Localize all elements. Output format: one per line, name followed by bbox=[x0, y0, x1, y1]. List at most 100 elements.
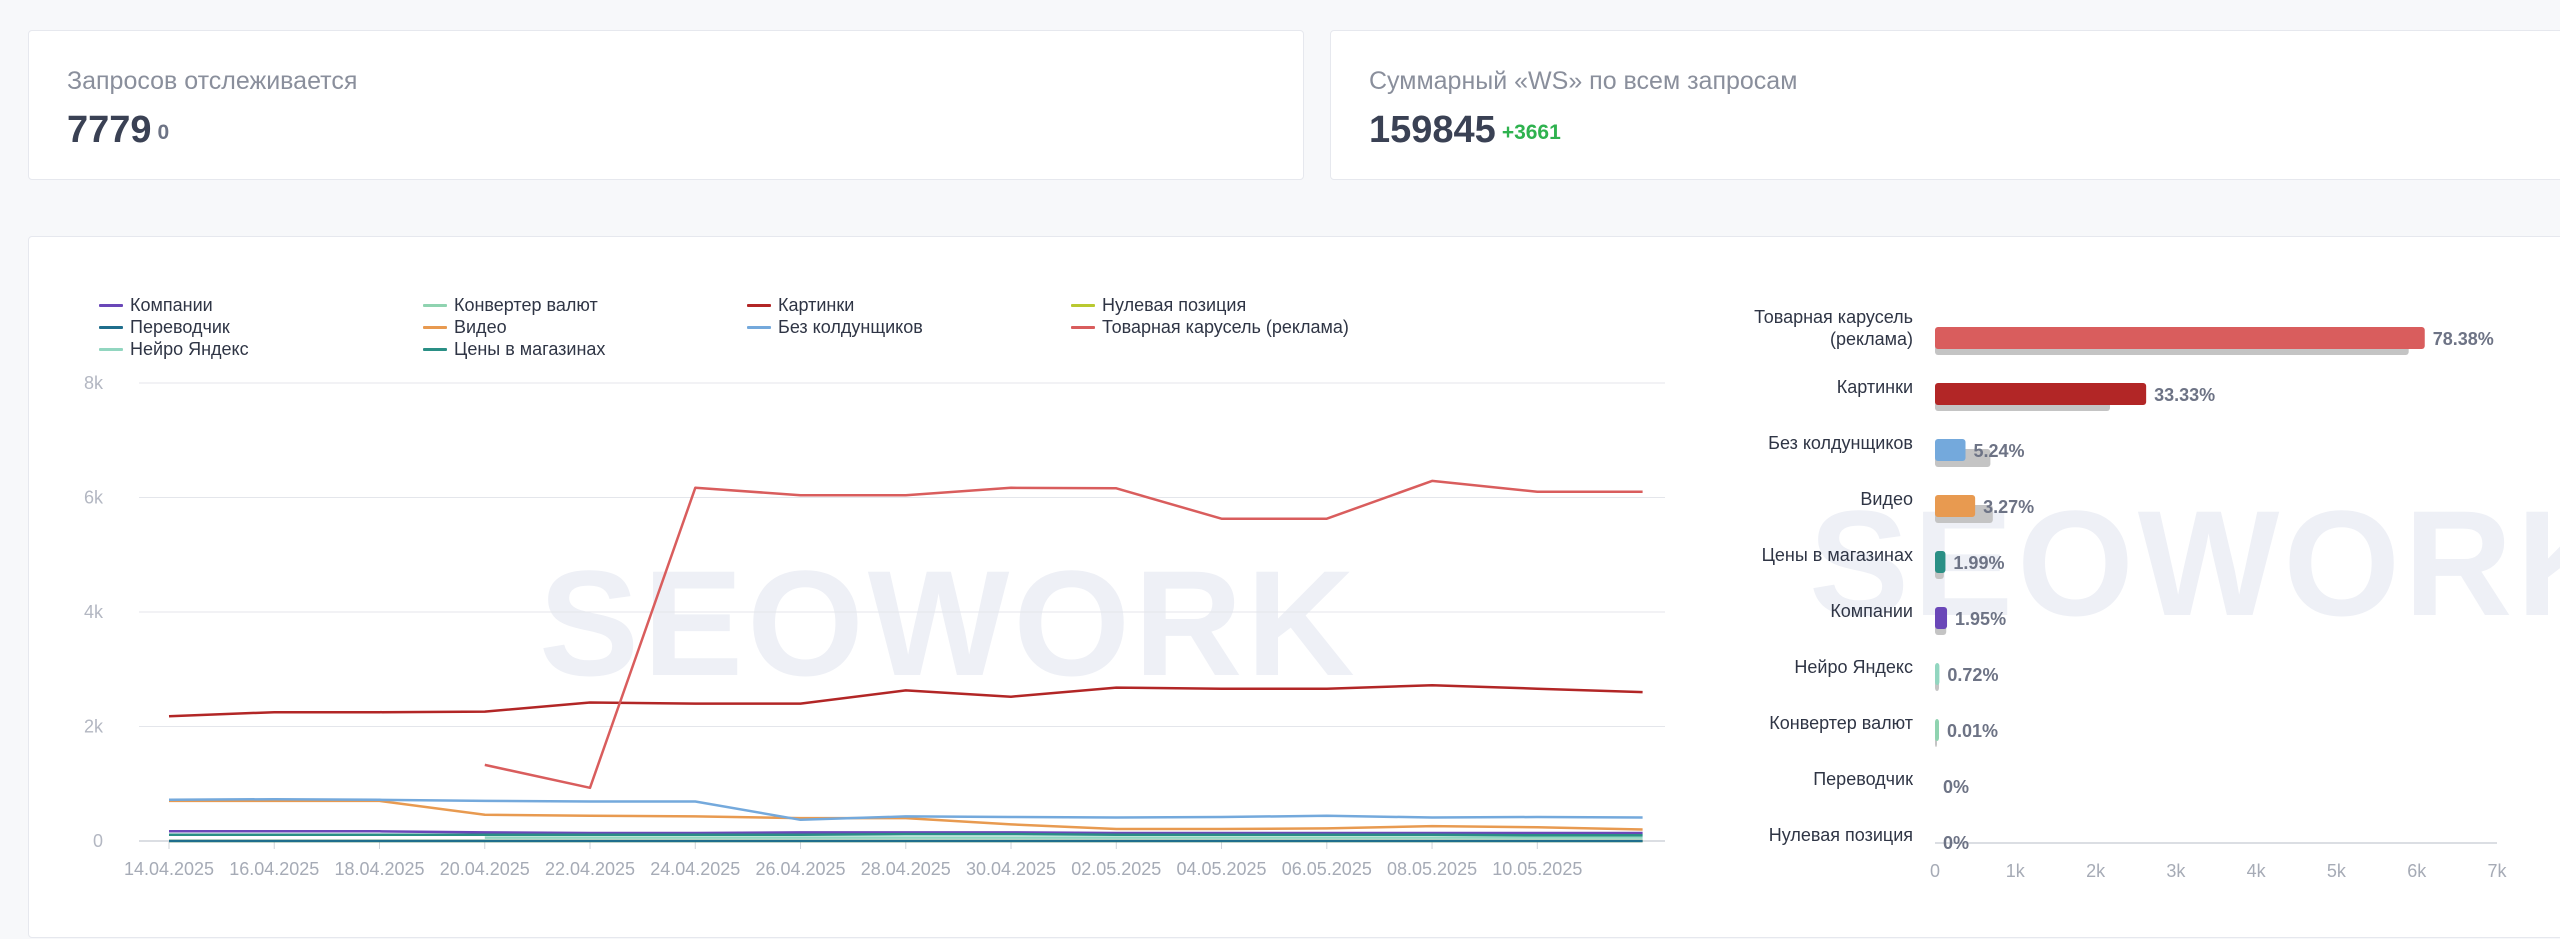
bar-category-label: Цены в магазинах bbox=[1762, 545, 1913, 565]
bar-chart: 0 1k 2k 3k 4k 5k 6k 7k Товарная карусель (реклама… bbox=[1754, 307, 2507, 881]
legend-item[interactable]: Товарная карусель (реклама) bbox=[1071, 317, 1349, 338]
bar-data-label: 0% bbox=[1943, 833, 1969, 853]
bar-data-label: 33.33% bbox=[2154, 385, 2215, 405]
bar-category-label: Конвертер валют bbox=[1769, 713, 1913, 733]
bar-current[interactable] bbox=[1935, 383, 2147, 405]
x-tick-label: 18.04.2025 bbox=[334, 859, 424, 879]
bar-x-tick-label: 2k bbox=[2086, 861, 2106, 881]
legend-swatch bbox=[99, 348, 123, 351]
bar-current[interactable] bbox=[1935, 495, 1976, 517]
x-tick-label: 14.04.2025 bbox=[124, 859, 214, 879]
bar-current[interactable] bbox=[1935, 663, 1940, 685]
bar-data-label: 1.99% bbox=[1953, 553, 2004, 573]
legend-item[interactable]: Переводчик bbox=[99, 317, 230, 338]
x-tick-label: 22.04.2025 bbox=[545, 859, 635, 879]
x-tick-label: 24.04.2025 bbox=[650, 859, 740, 879]
legend-label: Картинки bbox=[778, 295, 855, 315]
series-line-цены-в-магазинах[interactable] bbox=[169, 832, 1643, 837]
legend-item[interactable]: Видео bbox=[423, 317, 507, 338]
tracked-queries-delta: 0 bbox=[157, 121, 170, 144]
bar-category-label: Переводчик bbox=[1813, 769, 1913, 789]
y-tick-label: 2k bbox=[84, 717, 104, 737]
series-line-видео[interactable] bbox=[169, 799, 1643, 831]
total-ws-delta: +3661 bbox=[1501, 121, 1561, 144]
line-chart: 0 2k 4k 6k 8k 14.04.2025 16.04.2025 18.04.2025 2… bbox=[84, 373, 1665, 879]
legend-item[interactable]: Без колдунщиков bbox=[747, 317, 923, 338]
legend-item[interactable]: Компании bbox=[99, 295, 213, 316]
total-ws-number: 159845 bbox=[1369, 109, 1496, 151]
legend-swatch bbox=[423, 326, 447, 329]
bar-current[interactable] bbox=[1935, 327, 2425, 349]
y-tick-label: 6k bbox=[84, 488, 104, 508]
bar-x-tick-label: 7k bbox=[2487, 861, 2507, 881]
total-ws-card: Суммарный «WS» по всем запросам 159845 +3… bbox=[1330, 30, 2560, 180]
y-tick-label: 4k bbox=[84, 602, 104, 622]
x-tick-label: 28.04.2025 bbox=[861, 859, 951, 879]
bar-data-label: 5.24% bbox=[1974, 441, 2025, 461]
bar-data-label: 3.27% bbox=[1983, 497, 2034, 517]
x-tick-label: 10.05.2025 bbox=[1492, 859, 1582, 879]
series-line-без-колдунщиков[interactable] bbox=[168, 797, 1643, 822]
bar-category-label: Видео bbox=[1860, 489, 1913, 509]
total-ws-value: 159845 +3661 bbox=[1369, 109, 1561, 152]
x-tick-label: 04.05.2025 bbox=[1176, 859, 1266, 879]
bar-current[interactable] bbox=[1935, 607, 1948, 629]
legend-swatch bbox=[1071, 304, 1095, 307]
bar-category-label: Нейро Яндекс bbox=[1794, 657, 1913, 677]
series-line-картинки[interactable] bbox=[168, 684, 1643, 718]
legend-item[interactable]: Нейро Яндекс bbox=[99, 339, 249, 360]
legend-item[interactable]: Цены в магазинах bbox=[423, 339, 605, 360]
legend-label: Товарная карусель (реклама) bbox=[1102, 317, 1349, 337]
legend-label: Компании bbox=[130, 295, 213, 315]
legend-swatch bbox=[747, 326, 771, 329]
bar-current[interactable] bbox=[1935, 551, 1946, 573]
bar-category-label: Компании bbox=[1830, 601, 1913, 621]
y-tick-label: 0 bbox=[93, 831, 103, 851]
bar-data-label: 1.95% bbox=[1955, 609, 2006, 629]
series-line-товарная-карусель-реклама[interactable] bbox=[484, 479, 1643, 790]
bar-category-label: Нулевая позиция bbox=[1769, 825, 1913, 845]
tracked-queries-card: Запросов отслеживается 7779 0 bbox=[28, 30, 1304, 180]
x-tick-label: 26.04.2025 bbox=[755, 859, 845, 879]
bar-data-label: 0.01% bbox=[1947, 721, 1998, 741]
legend-swatch bbox=[747, 304, 771, 307]
x-tick-label: 08.05.2025 bbox=[1387, 859, 1477, 879]
bar-x-tick-label: 5k bbox=[2327, 861, 2347, 881]
x-tick-label: 16.04.2025 bbox=[229, 859, 319, 879]
bar-data-label: 0% bbox=[1943, 777, 1969, 797]
x-tick-label: 30.04.2025 bbox=[966, 859, 1056, 879]
x-tick-label: 06.05.2025 bbox=[1282, 859, 1372, 879]
bar-category-label: Без колдунщиков bbox=[1768, 433, 1913, 453]
x-tick-label: 20.04.2025 bbox=[440, 859, 530, 879]
bar-current[interactable] bbox=[1935, 719, 1939, 741]
bar-current[interactable] bbox=[1935, 439, 1966, 461]
bar-category-label: Товарная карусель (реклама) bbox=[1754, 307, 1913, 349]
legend-label: Без колдунщиков bbox=[778, 317, 923, 337]
legend-swatch bbox=[1071, 326, 1095, 329]
bar-data-label: 78.38% bbox=[2433, 329, 2494, 349]
series-line-компании[interactable] bbox=[169, 830, 1643, 835]
bar-x-tick-label: 3k bbox=[2166, 861, 2186, 881]
legend-item[interactable]: Нулевая позиция bbox=[1071, 295, 1246, 316]
legend-label: Цены в магазинах bbox=[454, 339, 606, 359]
legend-label: Видео bbox=[454, 317, 507, 337]
legend-swatch bbox=[423, 304, 447, 307]
y-tick-label: 8k bbox=[84, 373, 104, 393]
bar-category-label: Картинки bbox=[1837, 377, 1913, 397]
x-tick-label: 02.05.2025 bbox=[1071, 859, 1161, 879]
bar-x-tick-label: 1k bbox=[2006, 861, 2026, 881]
legend-swatch bbox=[99, 326, 123, 329]
legend-label: Переводчик bbox=[130, 317, 230, 337]
legend-label: Нейро Яндекс bbox=[130, 339, 249, 359]
legend-swatch bbox=[423, 348, 447, 351]
total-ws-title: Суммарный «WS» по всем запросам bbox=[1369, 67, 1798, 95]
legend-label: Конвертер валют bbox=[454, 295, 598, 315]
tracked-queries-number: 7779 bbox=[67, 109, 152, 151]
bar-data-label: 0.72% bbox=[1947, 665, 1998, 685]
legend-label: Нулевая позиция bbox=[1102, 295, 1247, 315]
tracked-queries-value: 7779 0 bbox=[67, 109, 169, 152]
bar-x-tick-label: 0 bbox=[1930, 861, 1940, 881]
legend-item[interactable]: Картинки bbox=[747, 295, 854, 316]
bar-x-tick-label: 4k bbox=[2247, 861, 2267, 881]
legend-item[interactable]: Конвертер валют bbox=[423, 295, 598, 316]
